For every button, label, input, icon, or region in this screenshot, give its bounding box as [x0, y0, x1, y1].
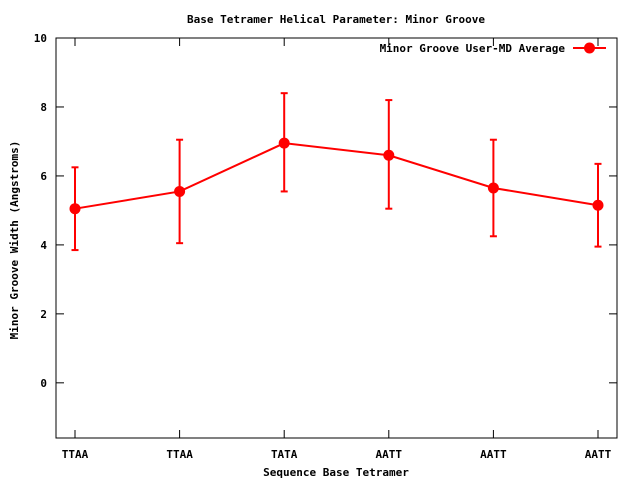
x-tick-label: AATT: [376, 448, 403, 461]
x-tick-label: TTAA: [62, 448, 89, 461]
x-axis-label: Sequence Base Tetramer: [263, 466, 409, 479]
y-axis-label: Minor Groove Width (Angstroms): [8, 141, 21, 340]
series-line: [74, 142, 599, 210]
legend-marker: [584, 42, 595, 54]
plot-frame: [55, 37, 618, 439]
series-layer: [69, 92, 604, 252]
x-tick-label: TATA: [271, 448, 298, 461]
data-point: [383, 149, 395, 161]
data-point: [592, 199, 604, 211]
data-point: [174, 185, 186, 197]
data-point: [278, 137, 290, 149]
y-tick-label: 0: [40, 377, 47, 390]
y-tick-label: 10: [34, 32, 47, 45]
legend: Minor Groove User-MD Average: [380, 42, 606, 55]
x-tick-label: AATT: [585, 448, 612, 461]
y-tick-label: 2: [40, 308, 47, 321]
data-point: [69, 203, 81, 215]
y-tick-label: 8: [40, 101, 47, 114]
chart-title: Base Tetramer Helical Parameter: Minor G…: [187, 13, 485, 26]
legend-label: Minor Groove User-MD Average: [380, 42, 566, 55]
y-axis: 0 2 4 6 8 10: [34, 32, 617, 390]
data-point: [487, 182, 499, 194]
x-axis: TTAA TTAA TATA AATT AATT AATT: [62, 38, 612, 461]
y-tick-label: 6: [40, 170, 47, 183]
x-tick-label: AATT: [480, 448, 507, 461]
x-tick-label: TTAA: [166, 448, 193, 461]
y-tick-label: 4: [40, 239, 47, 252]
